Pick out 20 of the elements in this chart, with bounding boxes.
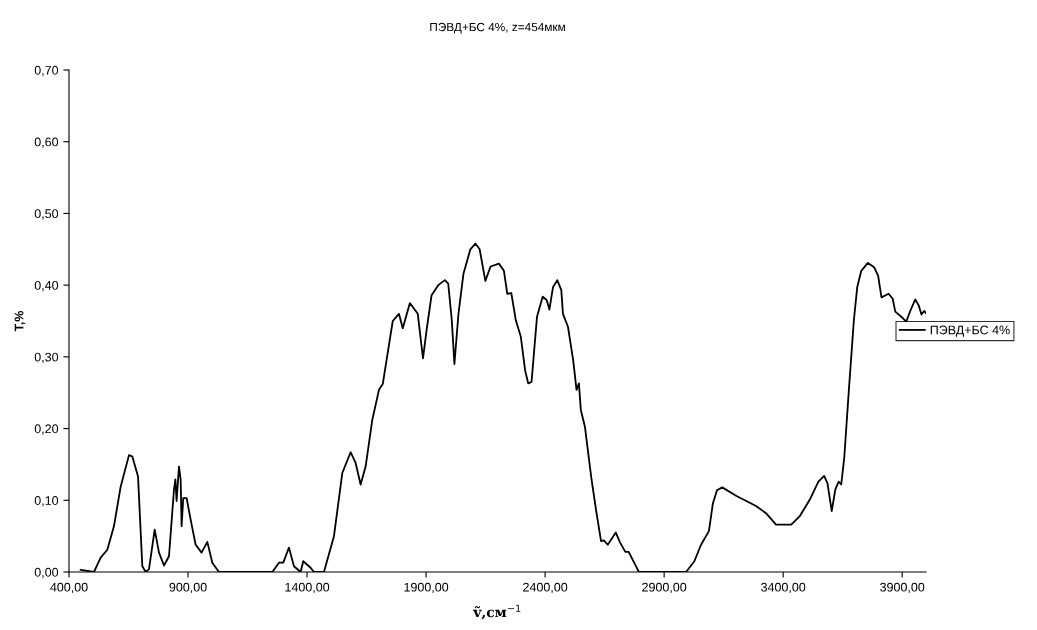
- chart-title: ПЭВД+БС 4%, z=454мкм: [430, 22, 565, 34]
- y-tick-label: 0,10: [34, 496, 59, 507]
- x-tick-label: 2900,00: [642, 582, 687, 594]
- y-tick-label: 0,00: [34, 567, 59, 579]
- x-tick-label: 3400,00: [761, 582, 806, 594]
- x-tick-label: 900,00: [169, 582, 207, 594]
- x-tick-label: 3900,00: [880, 582, 925, 594]
- x-tick-label: 1900,00: [404, 582, 449, 594]
- x-tick-label: 1400,00: [285, 582, 330, 594]
- y-tick-label: 0,30: [34, 352, 59, 363]
- x-tick-label: 400,00: [50, 582, 88, 594]
- y-tick-label: 0,20: [34, 424, 59, 435]
- x-axis-title: ṽ,см$^{−1}$: [473, 604, 521, 620]
- y-axis-title: T,%: [14, 310, 26, 332]
- y-tick-label: 0,50: [34, 209, 59, 220]
- y-tick-label: 0,60: [34, 137, 59, 148]
- y-tick-label: 0,40: [34, 280, 59, 292]
- y-tick-label: 0,70: [34, 65, 59, 77]
- legend-label: ПЭВД+БС 4%: [930, 325, 1010, 337]
- x-tick-label: 2400,00: [523, 582, 568, 594]
